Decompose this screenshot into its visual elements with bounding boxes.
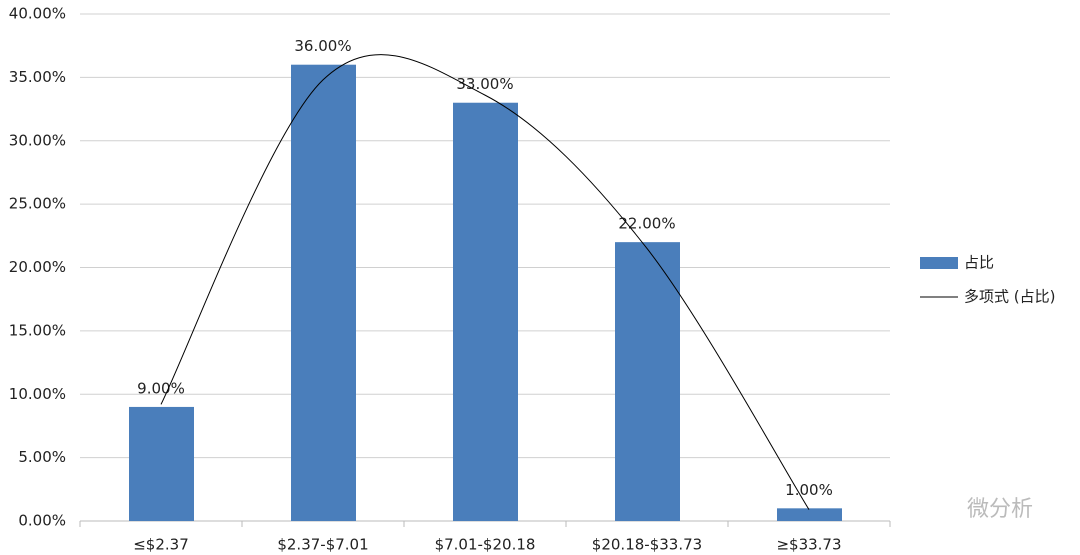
y-tick-label: 10.00% (9, 385, 66, 403)
data-label: 36.00% (294, 37, 351, 55)
watermark: 微分析 (967, 497, 1033, 522)
legend-label: 占比 (964, 254, 994, 272)
data-label: 9.00% (137, 379, 185, 397)
data-label: 33.00% (456, 75, 513, 93)
y-tick-label: 30.00% (9, 131, 66, 149)
legend-swatch (920, 257, 958, 269)
y-tick-label: 35.00% (9, 68, 66, 86)
x-tick-label: $2.37-$7.01 (277, 536, 368, 554)
bar (777, 508, 842, 521)
bar (291, 64, 356, 521)
x-tick-label: $20.18-$33.73 (592, 536, 702, 554)
bar (615, 242, 680, 521)
data-label: 1.00% (785, 481, 833, 499)
y-tick-label: 20.00% (9, 258, 66, 276)
bar (453, 102, 518, 521)
y-tick-label: 15.00% (9, 321, 66, 339)
x-tick-label: $7.01-$20.18 (435, 536, 536, 554)
legend-label: 多项式 (占比) (964, 288, 1055, 306)
data-label: 22.00% (618, 215, 675, 233)
y-tick-label: 5.00% (18, 448, 66, 466)
y-tick-label: 40.00% (9, 5, 66, 23)
y-tick-label: 0.00% (18, 512, 66, 530)
bar (129, 406, 194, 521)
y-tick-label: 25.00% (9, 195, 66, 213)
x-tick-label: ≥$33.73 (776, 536, 841, 554)
trend-line (160, 54, 810, 510)
x-tick-label: ≤$2.37 (133, 536, 189, 554)
